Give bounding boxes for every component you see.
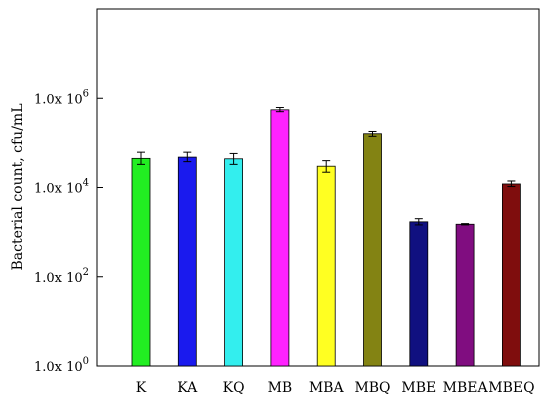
y-tick-label: 1.0x 104 [34, 178, 89, 197]
x-axis-labels: K KA KQ MB MBA MBQ MBE MBEA MBEQ [136, 380, 535, 396]
bar-mbe [409, 221, 429, 367]
bar-k [131, 157, 151, 367]
x-tick-label-kq: KQ [223, 380, 245, 396]
error-bars-group [137, 107, 516, 226]
bar-mbea [455, 223, 475, 367]
x-tick-label-mb: MB [268, 380, 293, 396]
x-tick-label-ka: KA [177, 380, 198, 396]
bars-group [131, 109, 521, 367]
x-tick-label-mbeq: MBEQ [488, 380, 534, 396]
bar-mb [270, 109, 290, 367]
y-tick-label: 1.0x 102 [34, 267, 89, 286]
x-tick-label-mbea: MBEA [443, 380, 489, 396]
bar-mbq [363, 133, 382, 367]
y-tick-label: 1.0x 106 [34, 88, 89, 107]
bar-kq [224, 158, 244, 367]
x-tick-label-mba: MBA [309, 380, 345, 396]
x-tick-label-mbe: MBE [401, 380, 436, 396]
bar-ka [177, 156, 197, 367]
y-tick-label: 1.0x 100 [34, 356, 89, 375]
x-tick-label-mbq: MBQ [354, 380, 390, 396]
x-tick-label-k: K [136, 380, 147, 396]
bar-mba [316, 165, 336, 367]
bar-mbeq [501, 183, 521, 367]
y-axis-title: Bacterial count, cfu/mL [10, 104, 26, 271]
y-axis-ticks: 1.0x 100 1.0x 102 1.0x 104 1.0x 106 [34, 88, 103, 375]
